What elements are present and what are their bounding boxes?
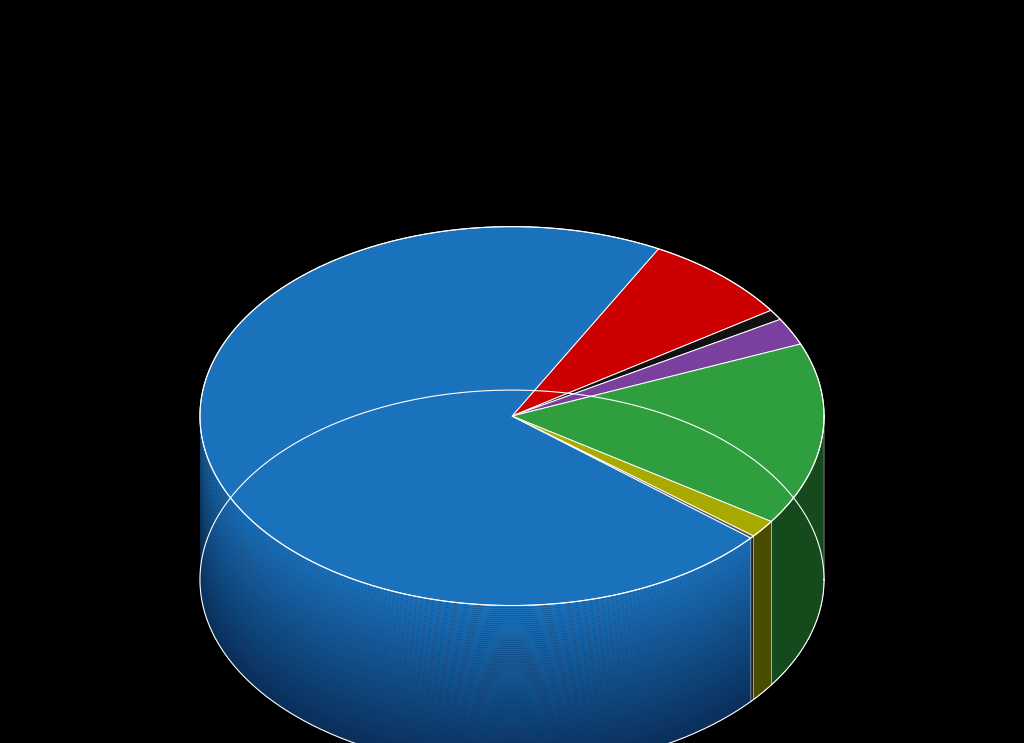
Polygon shape [200, 490, 751, 681]
Polygon shape [200, 571, 751, 743]
Polygon shape [200, 476, 751, 666]
Polygon shape [200, 418, 751, 609]
Polygon shape [200, 533, 751, 724]
Polygon shape [200, 449, 751, 640]
Polygon shape [200, 469, 751, 661]
Polygon shape [200, 457, 751, 649]
Polygon shape [200, 563, 751, 743]
Polygon shape [200, 531, 751, 722]
Polygon shape [771, 415, 824, 685]
Polygon shape [200, 553, 751, 743]
Polygon shape [200, 574, 751, 743]
Polygon shape [200, 565, 751, 743]
Polygon shape [200, 518, 751, 710]
Polygon shape [200, 463, 751, 655]
Polygon shape [200, 492, 751, 683]
Polygon shape [200, 569, 751, 743]
Polygon shape [200, 467, 751, 658]
Polygon shape [200, 444, 751, 636]
Polygon shape [200, 451, 751, 642]
Polygon shape [200, 455, 751, 646]
Polygon shape [200, 510, 751, 701]
Polygon shape [200, 496, 751, 687]
Polygon shape [200, 539, 751, 730]
Polygon shape [200, 477, 751, 669]
Polygon shape [200, 575, 751, 743]
Polygon shape [200, 541, 751, 732]
Polygon shape [200, 441, 751, 632]
Polygon shape [200, 549, 751, 740]
Polygon shape [512, 416, 754, 538]
Polygon shape [200, 471, 751, 663]
Polygon shape [200, 481, 751, 673]
Polygon shape [200, 561, 751, 743]
Polygon shape [200, 426, 751, 617]
Polygon shape [200, 452, 751, 644]
Polygon shape [200, 547, 751, 739]
Polygon shape [200, 534, 751, 726]
Polygon shape [200, 465, 751, 657]
Polygon shape [200, 526, 751, 718]
Polygon shape [200, 577, 751, 743]
Polygon shape [200, 459, 751, 650]
Polygon shape [200, 520, 751, 712]
Polygon shape [512, 311, 780, 416]
Polygon shape [200, 390, 824, 743]
Polygon shape [200, 508, 751, 699]
Polygon shape [200, 227, 751, 606]
Polygon shape [200, 430, 751, 622]
Polygon shape [200, 557, 751, 743]
Polygon shape [200, 512, 751, 704]
Polygon shape [200, 443, 751, 634]
Polygon shape [200, 479, 751, 671]
Polygon shape [200, 422, 751, 614]
Polygon shape [512, 416, 771, 536]
Polygon shape [200, 447, 751, 638]
Polygon shape [200, 432, 751, 624]
Polygon shape [200, 522, 751, 714]
Polygon shape [200, 485, 751, 677]
Polygon shape [200, 559, 751, 743]
Polygon shape [200, 461, 751, 652]
Polygon shape [512, 319, 801, 416]
Polygon shape [200, 416, 751, 608]
Polygon shape [200, 498, 751, 690]
Polygon shape [200, 424, 751, 616]
Polygon shape [200, 438, 751, 630]
Polygon shape [200, 420, 751, 611]
Polygon shape [512, 249, 771, 416]
Polygon shape [200, 502, 751, 693]
Polygon shape [200, 536, 751, 728]
Polygon shape [200, 551, 751, 742]
Polygon shape [200, 436, 751, 628]
Polygon shape [200, 435, 751, 626]
Polygon shape [200, 542, 751, 734]
Polygon shape [200, 506, 751, 698]
Polygon shape [200, 528, 751, 720]
Polygon shape [751, 536, 754, 701]
Polygon shape [200, 545, 751, 736]
Polygon shape [200, 487, 751, 679]
Polygon shape [200, 484, 751, 675]
Polygon shape [200, 504, 751, 695]
Polygon shape [200, 493, 751, 685]
Polygon shape [512, 344, 824, 522]
Polygon shape [200, 516, 751, 707]
Polygon shape [200, 500, 751, 691]
Polygon shape [200, 473, 751, 665]
Polygon shape [754, 522, 771, 699]
Polygon shape [200, 567, 751, 743]
Polygon shape [200, 555, 751, 743]
Polygon shape [200, 525, 751, 716]
Polygon shape [200, 514, 751, 706]
Polygon shape [200, 428, 751, 620]
